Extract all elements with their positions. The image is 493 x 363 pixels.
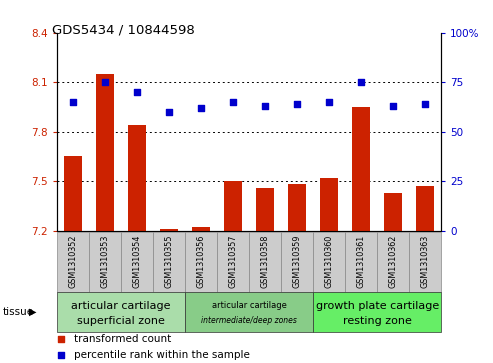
Bar <box>121 232 153 292</box>
Point <box>293 101 301 107</box>
Bar <box>281 232 313 292</box>
Point <box>261 103 269 109</box>
Text: resting zone: resting zone <box>343 316 412 326</box>
Bar <box>57 232 89 292</box>
Bar <box>249 232 281 292</box>
Bar <box>417 186 434 231</box>
Point <box>57 352 65 358</box>
Text: GSM1310355: GSM1310355 <box>164 235 174 288</box>
Text: articular cartilage: articular cartilage <box>211 301 286 310</box>
Text: articular cartilage: articular cartilage <box>71 301 171 311</box>
Point <box>133 89 141 95</box>
Bar <box>288 184 306 231</box>
Bar <box>185 232 217 292</box>
Text: GSM1310360: GSM1310360 <box>324 235 334 288</box>
Bar <box>313 232 345 292</box>
Text: tissue: tissue <box>2 307 34 317</box>
Bar <box>57 292 185 332</box>
Point <box>229 99 237 105</box>
Text: GSM1310363: GSM1310363 <box>421 235 430 288</box>
Bar <box>352 107 370 231</box>
Text: GSM1310359: GSM1310359 <box>292 235 302 288</box>
Text: ▶: ▶ <box>29 307 36 317</box>
Text: intermediate/deep zones: intermediate/deep zones <box>201 317 297 326</box>
Bar <box>64 156 81 231</box>
Bar <box>313 292 441 332</box>
Bar <box>224 181 242 231</box>
Text: GSM1310354: GSM1310354 <box>132 235 141 288</box>
Text: GSM1310358: GSM1310358 <box>260 235 270 288</box>
Text: GSM1310352: GSM1310352 <box>68 235 77 288</box>
Point <box>57 337 65 342</box>
Bar <box>377 232 409 292</box>
Text: GDS5434 / 10844598: GDS5434 / 10844598 <box>52 24 195 37</box>
Bar <box>160 229 177 231</box>
Bar <box>89 232 121 292</box>
Bar <box>345 232 377 292</box>
Text: growth plate cartilage: growth plate cartilage <box>316 301 439 311</box>
Bar <box>385 193 402 231</box>
Point <box>325 99 333 105</box>
Text: GSM1310361: GSM1310361 <box>356 235 366 288</box>
Bar <box>320 178 338 231</box>
Point <box>421 101 429 107</box>
Point <box>101 79 108 85</box>
Text: GSM1310362: GSM1310362 <box>388 235 398 288</box>
Bar <box>409 232 441 292</box>
Bar <box>217 232 249 292</box>
Bar <box>256 188 274 231</box>
Text: transformed count: transformed count <box>74 334 171 344</box>
Point <box>165 109 173 115</box>
Text: GSM1310357: GSM1310357 <box>228 235 238 288</box>
Bar <box>128 125 145 231</box>
Text: percentile rank within the sample: percentile rank within the sample <box>74 350 250 360</box>
Point <box>197 105 205 111</box>
Text: GSM1310356: GSM1310356 <box>196 235 206 288</box>
Point <box>357 79 365 85</box>
Point <box>69 99 77 105</box>
Text: superficial zone: superficial zone <box>77 316 165 326</box>
Text: GSM1310353: GSM1310353 <box>100 235 109 288</box>
Point <box>389 103 397 109</box>
Bar <box>185 292 313 332</box>
Bar <box>96 74 113 231</box>
Bar <box>153 232 185 292</box>
Bar <box>192 227 210 231</box>
